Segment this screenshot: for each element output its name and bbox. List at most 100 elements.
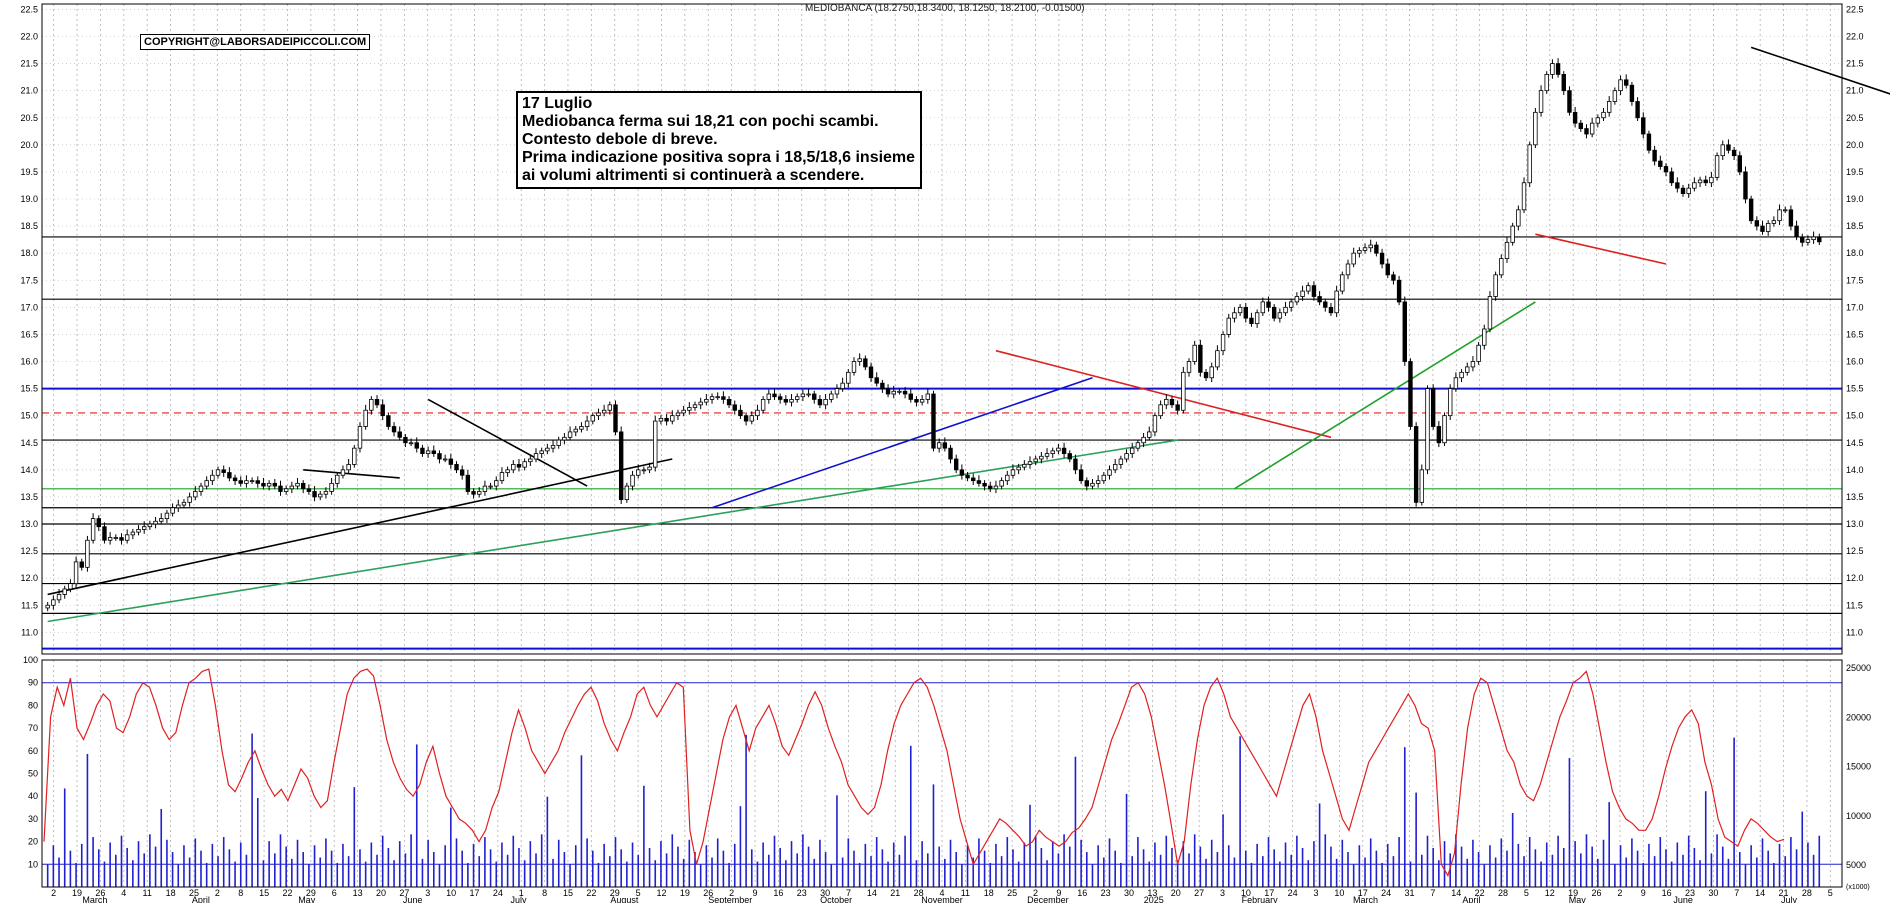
volume-bar (421, 858, 424, 887)
candle-body (851, 361, 857, 373)
price-tick-label-right: 12.5 (1846, 546, 1864, 556)
annotation-box: 17 Luglio Mediobanca ferma sui 18,21 con… (516, 91, 922, 189)
volume-bar (722, 850, 725, 887)
candle-body (442, 458, 448, 461)
volume-bar (274, 853, 276, 887)
volume-bar (836, 795, 838, 887)
volume-bar (1330, 846, 1332, 887)
candle-body (1743, 171, 1748, 200)
price-tick-label-right: 21.5 (1846, 59, 1864, 69)
volume-bar (1625, 857, 1628, 887)
candle-body (800, 393, 806, 398)
candle-body (846, 371, 851, 384)
candle-body (1249, 317, 1254, 324)
candle-body (1686, 187, 1691, 194)
candle-body (1158, 404, 1163, 417)
volume-bar (1523, 856, 1525, 887)
volume-bar (955, 852, 957, 887)
price-tick-label-left: 22.0 (20, 32, 38, 42)
candle-body (1078, 469, 1084, 482)
x-month-label: April (192, 895, 210, 903)
volume-bar (1477, 852, 1480, 887)
price-tick-label-left: 22.5 (20, 4, 38, 14)
candle-body (90, 518, 96, 541)
candle-body (1783, 209, 1788, 212)
candle-body (1504, 241, 1510, 259)
x-day-tick-label: 2 (1033, 888, 1038, 898)
candle-body (1413, 426, 1419, 503)
volume-bar (1511, 812, 1514, 887)
candle-body (56, 594, 62, 601)
volume-bar (484, 837, 486, 887)
x-day-tick-label: 13 (1147, 888, 1157, 898)
candle-body (1567, 90, 1572, 113)
candle-body (1629, 84, 1635, 102)
volume-bar (166, 839, 168, 887)
candle-body (204, 480, 209, 487)
volume-bar (228, 849, 231, 887)
x-day-tick-label: 12 (656, 888, 666, 898)
volume-bar (234, 861, 236, 887)
candle-body (238, 480, 243, 484)
oscillator-tick-label: 10 (28, 859, 38, 869)
candle-body (323, 491, 329, 495)
candle-body (1589, 122, 1595, 135)
candle-body (1817, 236, 1822, 243)
volume-bar (1472, 839, 1474, 887)
candle-body (159, 518, 164, 522)
x-day-tick-label: 4 (939, 888, 944, 898)
candle-body (1101, 474, 1107, 482)
volume-bar (205, 862, 208, 887)
x-day-tick-label: 2 (1617, 888, 1622, 898)
x-day-tick-label: 24 (1288, 888, 1298, 898)
volume-bar (285, 846, 287, 887)
candle-body (306, 488, 312, 492)
candle-body (567, 431, 573, 438)
volume-bar (1738, 852, 1741, 887)
volume-bar (807, 846, 810, 887)
volume-bar (518, 847, 520, 887)
candle-body (1192, 344, 1197, 362)
volume-bar (1176, 860, 1179, 887)
volume-bar (58, 857, 60, 887)
candle-body (1254, 312, 1260, 324)
volume-bar (1784, 856, 1787, 887)
candle-body (318, 493, 323, 498)
annotation-title: 17 Luglio (522, 95, 593, 112)
candle-body (113, 537, 119, 539)
candle-body (1448, 388, 1453, 417)
volume-bar (245, 854, 248, 887)
volume-bar (972, 857, 975, 887)
x-day-tick-label: 17 (1264, 888, 1274, 898)
candle-body (391, 426, 397, 433)
volume-bar (648, 847, 651, 887)
volume-bar (1449, 853, 1452, 887)
volume-bar (103, 861, 106, 887)
volume-bar (1091, 864, 1094, 887)
oscillator-tick-label: 100 (23, 655, 38, 665)
volume-bar (381, 835, 384, 887)
volume-bar (1557, 835, 1559, 887)
price-tick-label-left: 15.5 (20, 384, 38, 394)
volume-bar (1012, 849, 1014, 887)
volume-bar (132, 860, 134, 887)
volume-bar (535, 853, 537, 887)
volume-bar (1665, 849, 1667, 887)
copyright-label: COPYRIGHT@LABORSADEIPICCOLI.COM (140, 34, 371, 50)
volume-bar (1017, 861, 1020, 887)
volume-bar (1562, 847, 1565, 887)
volume-bar (1608, 802, 1610, 887)
x-day-tick-label: 5 (1524, 888, 1529, 898)
candle-body (664, 417, 669, 422)
candle-body (352, 447, 357, 465)
candle-body (511, 464, 516, 471)
oscillator-tick-label: 40 (28, 791, 38, 801)
candle-body (545, 447, 550, 452)
volume-bar (671, 834, 674, 887)
candle-body (1090, 482, 1095, 487)
volume-bar (80, 843, 83, 887)
volume-bar (1568, 758, 1571, 887)
volume-bar (739, 806, 742, 887)
candle-body (1010, 469, 1016, 476)
trend-line (711, 376, 1093, 509)
